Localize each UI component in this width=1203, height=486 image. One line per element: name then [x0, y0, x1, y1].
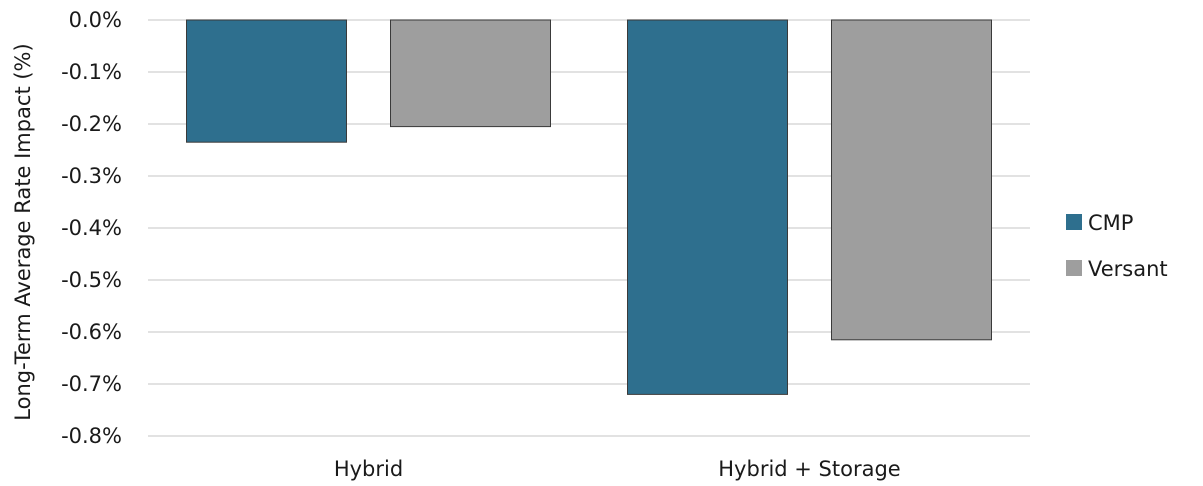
- y-tick-label: -0.6%: [61, 320, 122, 344]
- y-axis-title: Long-Term Average Rate Impact (%): [11, 43, 35, 420]
- legend: CMP Versant: [1066, 211, 1168, 281]
- y-tick-label: -0.8%: [61, 424, 122, 448]
- legend-swatch-versant: [1066, 260, 1082, 276]
- y-tick-label: 0.0%: [69, 8, 122, 32]
- y-tick-label: -0.7%: [61, 372, 122, 396]
- y-axis-ticks: 0.0% -0.1% -0.2% -0.3% -0.4% -0.5% -0.6% -0.7% -…: [61, 8, 122, 448]
- legend-label-cmp: CMP: [1088, 211, 1133, 235]
- legend-label-versant: Versant: [1088, 257, 1168, 281]
- bars: [186, 19, 992, 395]
- bar-versant-1: [390, 19, 551, 128]
- bar-cmp-2: [627, 19, 788, 395]
- y-tick-label: -0.5%: [61, 268, 122, 292]
- x-tick-label: Hybrid + Storage: [718, 457, 900, 481]
- y-tick-label: -0.3%: [61, 164, 122, 188]
- bar-cmp-1: [186, 19, 347, 143]
- x-tick-label: Hybrid: [334, 457, 403, 481]
- x-axis-ticks: Hybrid Hybrid + Storage: [334, 457, 901, 481]
- y-tick-label: -0.2%: [61, 112, 122, 136]
- y-tick-label: -0.1%: [61, 60, 122, 84]
- bar-versant-2: [831, 19, 992, 341]
- y-tick-label: -0.4%: [61, 216, 122, 240]
- legend-swatch-cmp: [1066, 214, 1082, 230]
